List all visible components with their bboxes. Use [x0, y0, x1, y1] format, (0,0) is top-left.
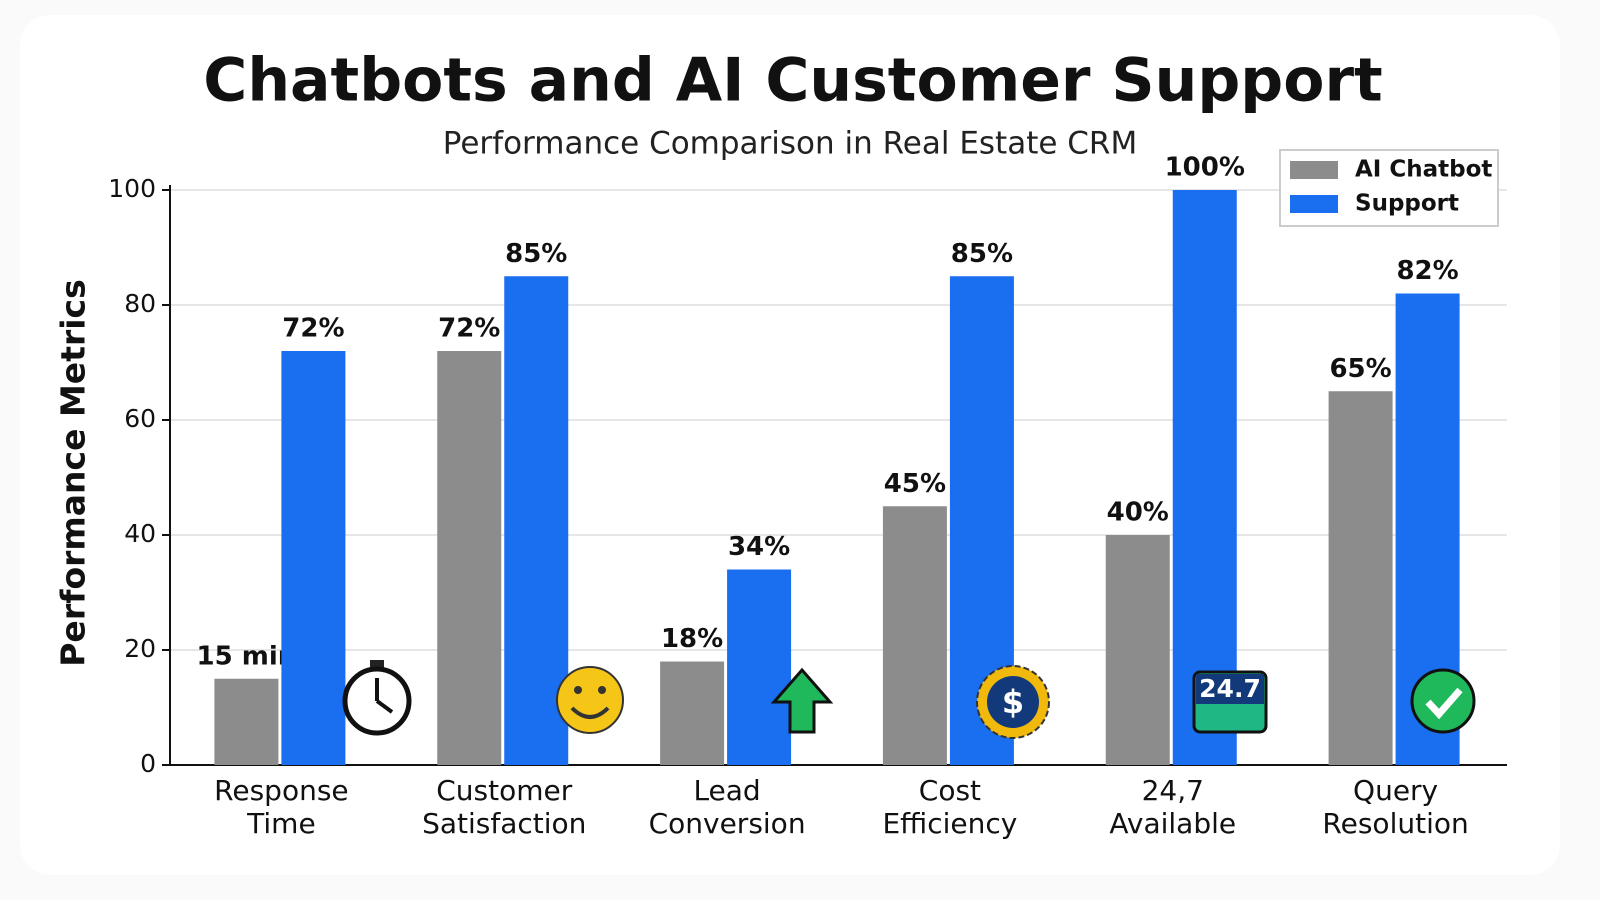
x-tick-label: Response Time [214, 774, 348, 840]
smiley-icon [556, 666, 624, 734]
bar [437, 351, 502, 765]
value-label: 82% [1396, 256, 1458, 286]
y-tick-label: 20 [124, 634, 156, 663]
y-axis-label: Performance Metrics [54, 279, 93, 667]
value-label: 18% [661, 624, 723, 654]
y-tick-label: 80 [124, 289, 156, 318]
calendar-icon: 24.7 [1192, 670, 1268, 734]
bar [1328, 391, 1393, 765]
y-tick-label: 60 [124, 404, 156, 433]
value-label: 40% [1107, 498, 1169, 528]
legend-swatch [1290, 195, 1338, 213]
x-tick-label: 24,7 Available [1109, 774, 1236, 840]
bar [504, 276, 569, 765]
icon-text: 24.7 [1199, 674, 1261, 703]
bar [281, 351, 346, 765]
bar [660, 661, 725, 765]
bar [727, 569, 792, 765]
check-icon [1410, 668, 1476, 734]
arrow-up-icon [770, 667, 834, 734]
value-label: 72% [282, 314, 344, 344]
value-label: 72% [438, 314, 500, 344]
x-tick-label: Lead Conversion [649, 774, 806, 840]
value-label: 85% [951, 239, 1013, 269]
x-tick-label: Query Resolution [1322, 774, 1468, 840]
value-label: 85% [505, 239, 567, 269]
legend-label: Support [1355, 191, 1459, 217]
bar [1105, 535, 1170, 765]
legend-swatch [1290, 161, 1338, 179]
icons: $ 24.7 [342, 660, 1476, 739]
stopwatch-icon [342, 660, 412, 736]
y-tick-label: 0 [140, 749, 156, 778]
value-label: 65% [1329, 354, 1391, 384]
value-label: 15 min [197, 641, 297, 671]
chart-title: Chatbots and AI Customer Support [203, 46, 1382, 116]
value-label: 45% [884, 469, 946, 499]
bar [214, 678, 279, 765]
y-tick-label: 40 [124, 519, 156, 548]
bar [882, 506, 947, 765]
legend-label: AI Chatbot [1355, 157, 1492, 183]
chart-subtitle: Performance Comparison in Real Estate CR… [443, 126, 1137, 162]
bar [1172, 190, 1237, 765]
x-tick-label: Customer Satisfaction [422, 774, 586, 840]
y-tick-label: 100 [108, 174, 156, 203]
x-tick-label: Cost Efficiency [882, 774, 1017, 840]
legend: AI Chatbot Support [1279, 149, 1499, 227]
svg-text:$: $ [1002, 683, 1024, 721]
value-label: 100% [1165, 153, 1245, 183]
dollar-icon: $ [976, 665, 1050, 739]
value-label: 34% [728, 532, 790, 562]
